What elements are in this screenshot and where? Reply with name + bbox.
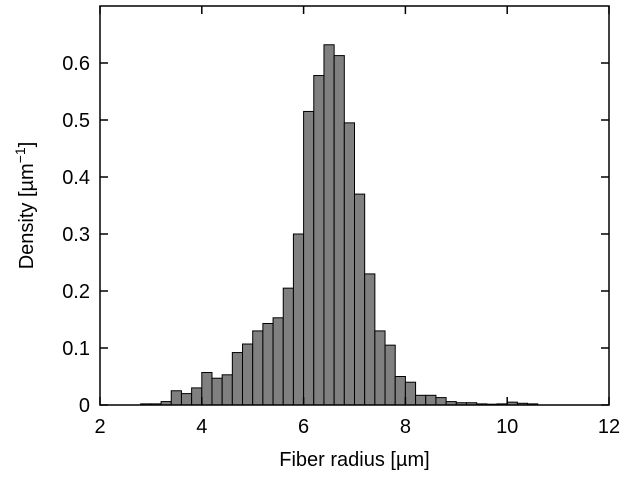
histogram-bar [364,273,376,406]
y-axis-label-close: ] [16,142,38,148]
y-tick-label: 0.3 [62,224,90,246]
y-tick-label: 0.6 [62,53,90,75]
histogram-bar [211,377,223,406]
histogram-bar [170,390,182,406]
histogram-bar [292,233,305,406]
histogram-bar [262,322,274,406]
axis-tick-labels: 2 4 6 8 10 12 0 0.1 0.2 0.3 0.4 0.5 0.6 [62,53,620,438]
histogram-bar [313,75,325,406]
histogram-bar [282,287,294,406]
x-tick-label: 12 [598,416,620,438]
y-axis-label-main: Density [µm [16,163,38,269]
x-tick-label: 10 [496,416,518,438]
histogram-bar [221,374,233,406]
histogram-bar [252,330,264,406]
histogram-bar [374,330,386,406]
x-tick-label: 6 [298,416,309,438]
y-tick-label: 0.1 [62,338,90,360]
histogram-bar [242,343,254,406]
x-tick-label: 4 [196,416,207,438]
x-axis-label: Fiber radius [µm] [279,449,429,471]
y-tick-label: 0.4 [62,167,90,189]
x-tick-label: 2 [94,416,105,438]
histogram-bar [343,122,356,406]
histogram-bar [201,372,213,406]
x-tick-label: 8 [400,416,411,438]
y-axis-label: Density [µm−1] [12,142,38,270]
histogram-bar [384,344,396,406]
y-tick-label: 0.2 [62,281,90,303]
histogram-bar [180,393,193,406]
histogram-bar [231,352,244,406]
histogram-bar [435,397,447,406]
y-tick-label: 0.5 [62,110,90,132]
histogram-bar [272,317,284,406]
histogram-bar [404,381,417,406]
y-axis-label-superscript: −1 [12,147,28,163]
histogram-bar [191,387,203,406]
histogram-bars [140,44,539,406]
histogram-bar [425,394,437,406]
plot-frame [99,5,610,406]
histogram-bar [303,110,315,406]
histogram-bar [415,394,427,406]
histogram-bar [333,55,345,406]
histogram-bar [394,376,406,406]
histogram-bar [354,193,366,406]
axis-ticks [99,6,610,406]
histogram-bar [323,44,335,406]
y-tick-label: 0 [79,395,90,417]
